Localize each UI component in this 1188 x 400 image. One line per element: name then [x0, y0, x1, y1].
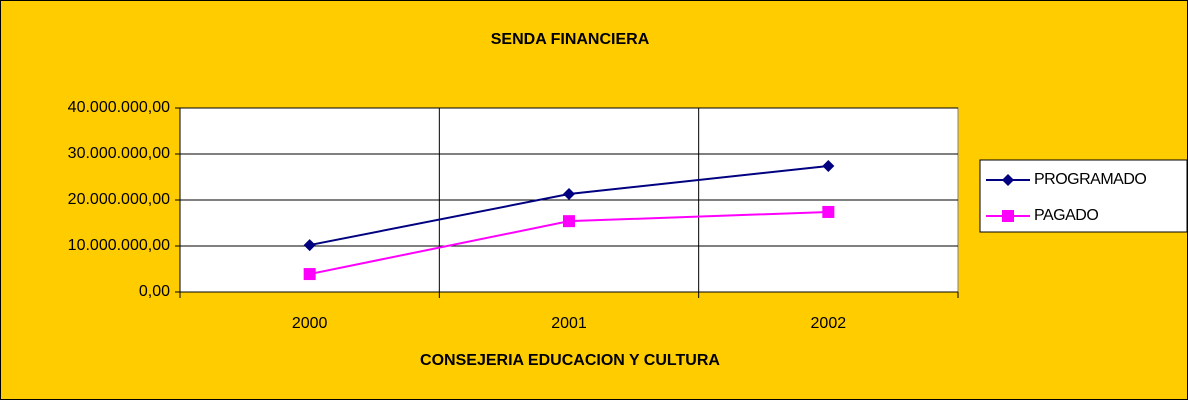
y-tick-label: 10.000.000,00: [68, 237, 170, 254]
x-tick-label: 2002: [811, 315, 847, 332]
marker: [563, 188, 575, 201]
y-tick-label: 0,00: [139, 283, 170, 300]
marker: [303, 268, 316, 281]
y-tick-label: 40.000.000,00: [68, 99, 170, 116]
chart-title: SENDA FINANCIERA: [491, 31, 650, 48]
y-tick-label: 30.000.000,00: [68, 145, 170, 162]
y-tick-label: 20.000.000,00: [68, 191, 170, 208]
marker: [563, 215, 575, 228]
legend-label: PAGADO: [1034, 207, 1098, 224]
legend: [979, 159, 1188, 233]
x-tick-label: 2000: [292, 315, 328, 332]
legend-label: PROGRAMADO: [1034, 171, 1146, 188]
legend-marker: [1002, 174, 1014, 186]
marker: [822, 205, 835, 218]
x-axis-title: CONSEJERIA EDUCACION Y CULTURA: [420, 352, 720, 369]
x-tick-label: 2001: [551, 315, 587, 332]
marker: [822, 159, 835, 172]
legend-marker: [1002, 210, 1014, 222]
marker: [303, 239, 316, 252]
